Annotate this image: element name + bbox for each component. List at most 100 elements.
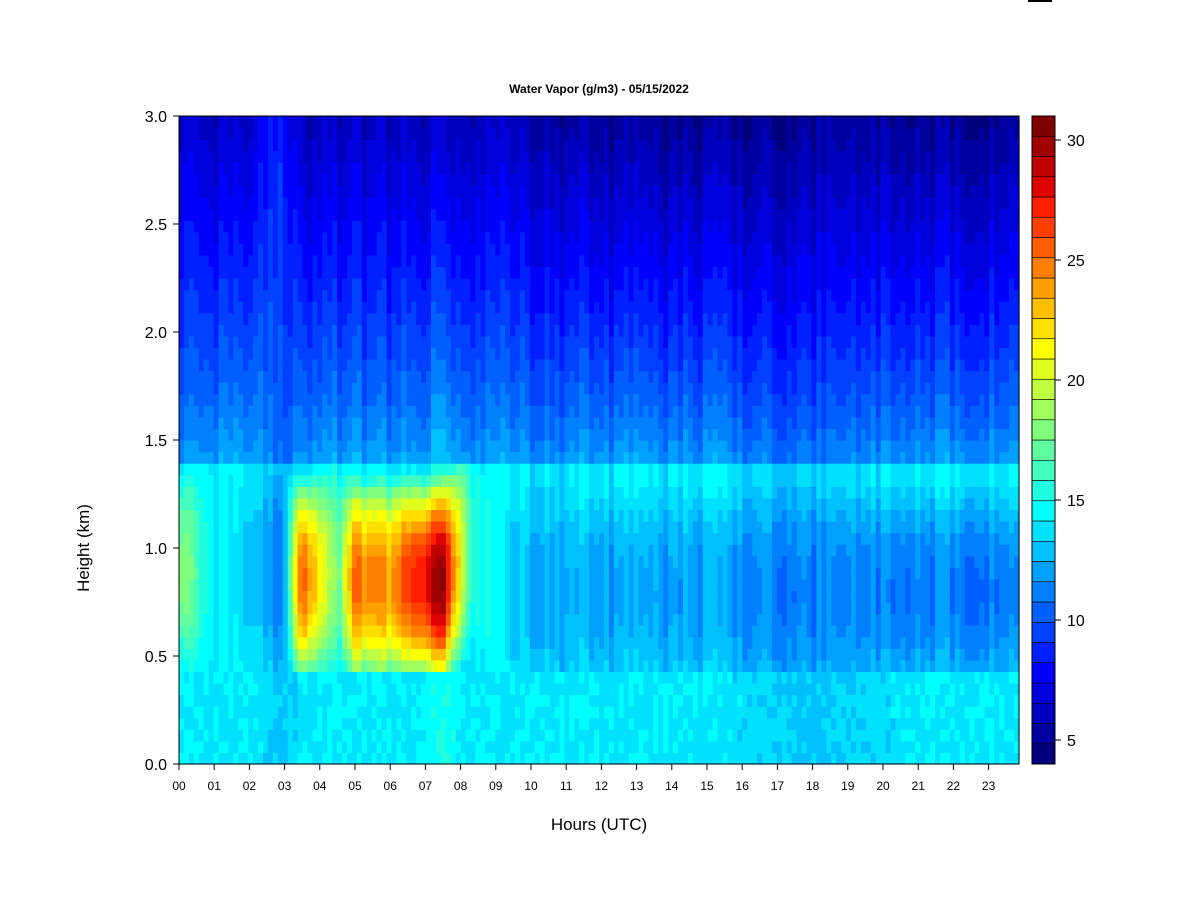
heatmap-cell xyxy=(193,509,200,522)
heatmap-cell xyxy=(510,301,516,314)
heatmap-cell xyxy=(485,451,491,464)
heatmap-cell xyxy=(391,220,398,233)
heatmap-cell xyxy=(574,220,580,233)
heatmap-cell xyxy=(396,150,402,163)
heatmap-cell xyxy=(267,509,274,522)
heatmap-cell xyxy=(317,266,323,279)
heatmap-cell xyxy=(317,648,323,661)
heatmap-cell xyxy=(589,717,595,730)
heatmap-cell xyxy=(327,694,333,707)
heatmap-cell xyxy=(445,116,452,129)
heatmap-cell xyxy=(213,590,220,603)
heatmap-cell xyxy=(554,486,561,499)
heatmap-cell xyxy=(292,335,299,349)
heatmap-cell xyxy=(406,544,412,557)
heatmap-cell xyxy=(272,301,279,314)
heatmap-cell xyxy=(431,324,437,337)
heatmap-cell xyxy=(243,116,249,129)
heatmap-cell xyxy=(253,220,259,233)
heatmap-cell xyxy=(233,463,239,476)
heatmap-cell xyxy=(500,347,506,360)
heatmap-cell xyxy=(480,173,486,187)
heatmap-cell xyxy=(228,243,234,256)
heatmap-cell xyxy=(332,636,338,649)
heatmap-cell xyxy=(485,625,491,638)
heatmap-cell xyxy=(564,752,570,765)
heatmap-cell xyxy=(519,335,526,349)
heatmap-cell xyxy=(203,532,210,545)
heatmap-cell xyxy=(426,463,432,476)
heatmap-cell xyxy=(248,116,254,129)
heatmap-cell xyxy=(248,717,254,730)
heatmap-cell xyxy=(272,162,279,175)
heatmap-cell xyxy=(337,717,343,730)
heatmap-cell xyxy=(218,393,225,406)
heatmap-cell xyxy=(524,590,531,603)
heatmap-cell xyxy=(529,359,536,372)
heatmap-cell xyxy=(475,382,482,395)
heatmap-cell xyxy=(411,116,417,129)
heatmap-cell xyxy=(238,509,244,522)
heatmap-cell xyxy=(183,451,190,464)
heatmap-cell xyxy=(347,335,353,349)
heatmap-cell xyxy=(416,440,422,453)
heatmap-cell xyxy=(213,486,220,499)
heatmap-cell xyxy=(534,648,541,661)
heatmap-cell xyxy=(272,185,279,198)
heatmap-cell xyxy=(267,521,274,534)
heatmap-cell xyxy=(564,208,570,221)
heatmap-cell xyxy=(228,312,234,325)
heatmap-cell xyxy=(386,278,393,291)
heatmap-cell xyxy=(327,602,333,615)
heatmap-cell xyxy=(450,416,457,430)
heatmap-cell xyxy=(292,648,299,661)
heatmap-cell xyxy=(381,463,388,476)
heatmap-cell xyxy=(584,578,590,592)
heatmap-cell xyxy=(243,254,249,268)
heatmap-cell xyxy=(307,347,314,360)
heatmap-cell xyxy=(228,197,234,210)
heatmap-cell xyxy=(223,197,230,210)
heatmap-cell xyxy=(549,405,556,418)
heatmap-cell xyxy=(297,544,304,557)
heatmap-cell xyxy=(480,382,486,395)
heatmap-cell xyxy=(485,463,491,476)
heatmap-cell xyxy=(524,740,531,754)
heatmap-cell xyxy=(440,428,447,441)
heatmap-cell xyxy=(529,370,536,383)
heatmap-cell xyxy=(495,301,501,314)
heatmap-cell xyxy=(277,474,284,487)
heatmap-cell xyxy=(307,278,314,291)
heatmap-cell xyxy=(603,648,610,661)
heatmap-cell xyxy=(272,116,279,129)
heatmap-cell xyxy=(495,463,501,476)
heatmap-cell xyxy=(529,671,536,684)
heatmap-cell xyxy=(524,509,531,522)
heatmap-cell xyxy=(470,382,477,395)
heatmap-cell xyxy=(282,683,289,696)
heatmap-cell xyxy=(534,544,541,557)
heatmap-cell xyxy=(539,659,546,673)
heatmap-cell xyxy=(297,324,304,337)
heatmap-cell xyxy=(183,590,190,603)
heatmap-cell xyxy=(529,220,536,233)
heatmap-cell xyxy=(179,324,185,337)
heatmap-cell xyxy=(613,451,620,464)
heatmap-cell xyxy=(613,521,620,534)
heatmap-cell xyxy=(233,729,239,742)
heatmap-cell xyxy=(248,254,254,268)
heatmap-cell xyxy=(485,116,491,129)
heatmap-cell xyxy=(559,659,566,673)
heatmap-cell xyxy=(253,752,259,765)
heatmap-cell xyxy=(534,555,541,568)
heatmap-cell xyxy=(198,497,205,511)
heatmap-cell xyxy=(416,289,422,302)
heatmap-cell xyxy=(465,405,472,418)
heatmap-cell xyxy=(416,474,422,487)
heatmap-cell xyxy=(608,359,615,372)
heatmap-cell xyxy=(272,405,279,418)
heatmap-cell xyxy=(193,717,200,730)
heatmap-cell xyxy=(381,150,388,163)
heatmap-cell xyxy=(445,555,452,568)
heatmap-cell xyxy=(381,486,388,499)
